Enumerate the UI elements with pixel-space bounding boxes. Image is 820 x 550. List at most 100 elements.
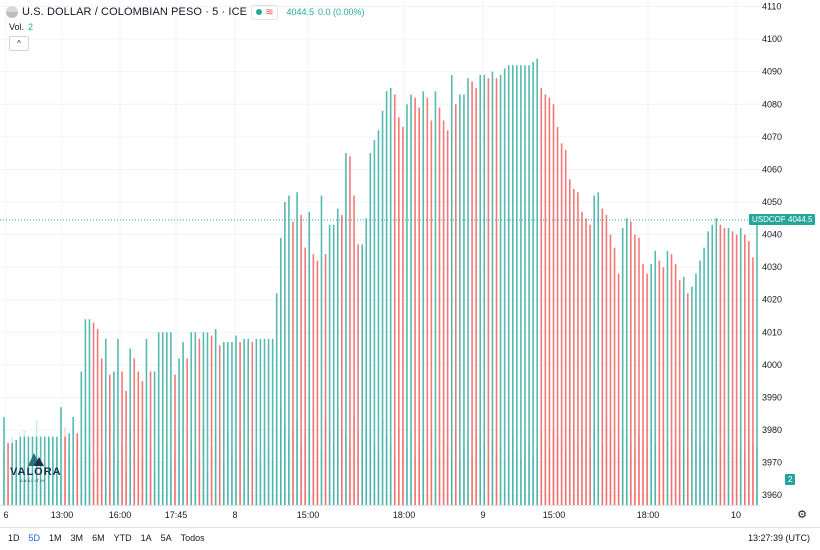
price-bar bbox=[129, 348, 131, 505]
timeframe-6m[interactable]: 6M bbox=[92, 533, 105, 543]
price-bar bbox=[568, 179, 571, 505]
price-bar bbox=[560, 143, 563, 505]
price-bar bbox=[117, 338, 119, 505]
price-bar bbox=[402, 127, 404, 505]
price-bar bbox=[341, 215, 343, 505]
price-bar bbox=[227, 342, 229, 505]
price-bar bbox=[430, 120, 433, 505]
time-tick: 15:00 bbox=[296, 510, 320, 520]
collapse-legend-button[interactable]: ^ bbox=[9, 36, 29, 51]
price-bar bbox=[170, 332, 172, 505]
price-bar bbox=[687, 293, 689, 505]
price-bar bbox=[284, 202, 286, 505]
price-bar bbox=[113, 371, 115, 505]
price-bar bbox=[691, 286, 693, 505]
price-bar bbox=[279, 237, 282, 505]
price-bar bbox=[446, 130, 449, 505]
price-bar bbox=[345, 153, 347, 505]
volume-value: 2 bbox=[28, 22, 34, 32]
price-tick: 4050 bbox=[762, 197, 782, 207]
timeframe-3m[interactable]: 3M bbox=[70, 533, 84, 543]
price-bar bbox=[174, 374, 176, 505]
price-bar bbox=[64, 436, 66, 505]
price-bar bbox=[100, 358, 103, 505]
timeframe-1m[interactable]: 1M bbox=[49, 533, 62, 543]
price-bar bbox=[7, 443, 9, 505]
price-bar bbox=[450, 74, 453, 505]
price-bar bbox=[581, 211, 583, 505]
price-bar bbox=[271, 338, 274, 505]
price-bar bbox=[161, 332, 164, 505]
time-axis[interactable]: 6 13:00 16:00 17:45 8 15:00 18:00 9 15:0… bbox=[0, 505, 760, 524]
price-bar bbox=[222, 342, 225, 505]
price-bar bbox=[495, 78, 498, 505]
price-bar bbox=[194, 332, 197, 505]
price-bar bbox=[422, 91, 425, 505]
last-price: 4044.5 bbox=[286, 7, 314, 17]
price-bar bbox=[613, 247, 616, 505]
watermark-logo: VALORA ANALITIK bbox=[4, 452, 64, 483]
price-bar bbox=[39, 436, 42, 505]
price-bar bbox=[109, 374, 111, 505]
price-tick: 4110 bbox=[762, 2, 781, 12]
price-bar bbox=[210, 335, 213, 505]
price-bar bbox=[308, 211, 311, 505]
price-bar bbox=[577, 192, 579, 505]
price-bar bbox=[536, 58, 539, 505]
price-axis[interactable]: 3960 3970 3980 3990 4000 4010 4020 4030 4040 4050… bbox=[760, 0, 820, 505]
price-bar bbox=[247, 338, 250, 505]
price-tag-symbol: USDCOP bbox=[749, 213, 790, 225]
price-bar bbox=[157, 332, 160, 505]
price-bar bbox=[121, 371, 123, 505]
price-tick: 4090 bbox=[762, 67, 782, 77]
price-bar bbox=[625, 218, 628, 505]
timeframe-ytd[interactable]: YTD bbox=[113, 533, 132, 543]
status-pill[interactable]: ≋ bbox=[251, 4, 279, 20]
flag-icon bbox=[6, 6, 18, 18]
time-tick: 17:45 bbox=[164, 510, 188, 520]
price-bar bbox=[336, 208, 339, 505]
price-bar bbox=[564, 149, 567, 505]
time-tick: 18:00 bbox=[392, 510, 416, 520]
price-bar bbox=[304, 247, 306, 505]
logo-sub: ANALITIK bbox=[20, 478, 46, 483]
timeframe-1a[interactable]: 1A bbox=[140, 533, 152, 543]
price-bar bbox=[393, 94, 396, 505]
price-bar bbox=[235, 335, 237, 505]
price-bar bbox=[373, 140, 376, 505]
price-bar bbox=[735, 234, 738, 505]
symbol-title[interactable]: U.S. DOLLAR / COLOMBIAN PESO · 5 · ICE bbox=[22, 6, 248, 18]
price-bar bbox=[23, 436, 26, 505]
utc-clock: 13:27:39 (UTC) bbox=[747, 533, 810, 543]
price-bar bbox=[239, 342, 241, 505]
price-bar bbox=[617, 273, 620, 505]
price-bar bbox=[703, 247, 705, 505]
timeframe-todos[interactable]: Todos bbox=[180, 533, 205, 543]
price-tick: 4060 bbox=[762, 164, 782, 174]
timeframe-5a[interactable]: 5A bbox=[160, 533, 172, 543]
timeframe-1d[interactable]: 1D bbox=[8, 533, 20, 543]
price-bar bbox=[267, 338, 270, 505]
settings-gear-icon[interactable]: ⚙ bbox=[797, 509, 807, 521]
price-bar bbox=[438, 107, 441, 505]
time-tick: 9 bbox=[480, 510, 486, 520]
price-bar bbox=[60, 407, 62, 505]
timeframe-5d[interactable]: 5D bbox=[28, 533, 41, 543]
price-bar bbox=[288, 195, 290, 505]
price-bar bbox=[723, 228, 726, 505]
price-bar bbox=[141, 381, 144, 505]
price-bar bbox=[662, 267, 665, 505]
price-bar bbox=[145, 338, 148, 505]
price-bar bbox=[137, 371, 140, 505]
price-bar bbox=[552, 104, 555, 505]
price-bar bbox=[601, 208, 604, 505]
price-bar bbox=[674, 263, 677, 505]
price-bar bbox=[312, 254, 315, 505]
price-bar bbox=[186, 358, 188, 505]
price-bar bbox=[597, 192, 600, 505]
price-bar bbox=[381, 110, 384, 505]
price-chart[interactable] bbox=[0, 0, 760, 505]
logo-word: VALORA bbox=[10, 466, 62, 478]
price-bar bbox=[528, 65, 530, 505]
price-bar bbox=[410, 94, 412, 505]
